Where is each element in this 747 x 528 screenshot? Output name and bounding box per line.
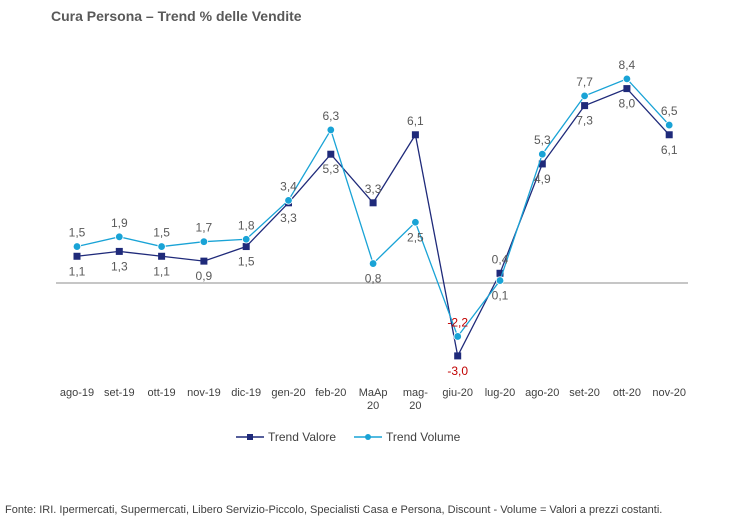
data-label-valore: 1,5	[238, 255, 255, 269]
data-label-valore: 0,9	[196, 269, 213, 283]
data-point-volume	[284, 196, 293, 205]
data-label-valore: 3,3	[280, 211, 297, 225]
x-tick-label: ago-20	[525, 387, 559, 399]
x-tick-label: dic-19	[231, 387, 261, 399]
data-label-valore: 0,4	[492, 252, 509, 266]
data-point-valore	[538, 160, 546, 168]
data-label-volume: 1,7	[196, 221, 213, 235]
x-tick-label: nov-19	[187, 387, 221, 399]
x-tick-label: lug-20	[485, 387, 516, 399]
data-point-valore	[73, 252, 81, 260]
data-point-volume	[495, 276, 505, 285]
chart-title: Cura Persona – Trend % delle Vendite	[51, 8, 302, 24]
data-point-volume	[157, 242, 166, 251]
data-label-volume: 0,8	[365, 272, 382, 286]
data-label-valore: 1,1	[153, 264, 170, 278]
data-label-valore: 1,1	[69, 264, 86, 278]
legend: Trend Valore Trend Volume	[236, 430, 460, 444]
data-point-volume	[326, 125, 335, 135]
series-line-valore	[76, 87, 670, 358]
data-label-volume: 8,4	[619, 58, 636, 72]
legend-label-volume: Trend Volume	[386, 430, 461, 444]
data-label-valore: 5,3	[322, 162, 339, 176]
legend-swatch-valore	[236, 434, 264, 440]
data-label-volume: 1,5	[153, 226, 170, 240]
data-point-valore	[581, 102, 589, 110]
x-tick-label: 20	[367, 400, 379, 412]
x-tick-label: nov-20	[652, 387, 686, 399]
x-tick-label: ott-19	[148, 387, 176, 399]
data-label-volume: 3,4	[280, 179, 297, 193]
data-label-volume: 1,9	[111, 216, 128, 230]
data-label-volume: 1,8	[238, 218, 255, 232]
source-footnote: Fonte: IRI. Ipermercati, Supermercati, L…	[5, 504, 663, 516]
data-label-valore: 7,3	[576, 114, 593, 128]
x-tick-label: set-20	[569, 387, 600, 399]
data-label-volume: 5,3	[534, 133, 551, 147]
data-point-volume	[115, 232, 124, 242]
data-label-valore: 4,9	[534, 172, 551, 186]
x-tick-label: feb-20	[315, 387, 346, 399]
data-point-valore	[200, 257, 208, 265]
legend-label-valore: Trend Valore	[268, 430, 337, 444]
x-tick-label: 20	[409, 400, 421, 412]
x-tick-label: set-19	[104, 387, 135, 399]
data-point-volume	[453, 332, 462, 341]
data-label-volume: 1,5	[69, 226, 86, 240]
x-tick-label: MaAp	[359, 387, 388, 399]
data-label-valore: 1,3	[111, 259, 128, 273]
data-point-valore	[411, 131, 419, 139]
legend-item-valore: Trend Valore	[236, 430, 336, 444]
data-label-valore: 3,3	[365, 182, 382, 196]
legend-swatch-volume	[354, 434, 383, 440]
data-point-valore	[242, 243, 250, 251]
data-point-valore	[454, 352, 462, 360]
data-label-volume: 2,5	[407, 230, 424, 244]
data-label-volume: -2,2	[447, 315, 468, 329]
data-point-valore	[327, 150, 335, 158]
x-tick-label: ago-19	[60, 387, 94, 399]
data-label-volume: 7,7	[576, 75, 593, 89]
data-point-volume	[199, 237, 209, 246]
data-point-volume	[72, 242, 82, 251]
x-tick-label: mag-	[403, 387, 428, 399]
data-point-valore	[115, 247, 123, 255]
x-tick-label: giu-20	[442, 387, 473, 399]
legend-item-volume: Trend Volume	[354, 430, 460, 444]
data-label-valore: 6,1	[407, 114, 424, 128]
data-label-valore: 8,0	[619, 97, 636, 111]
x-tick-label: gen-20	[271, 387, 305, 399]
data-point-valore	[369, 199, 377, 207]
data-point-valore	[665, 131, 673, 139]
data-label-valore: -3,0	[447, 364, 468, 378]
data-label-valore: 6,1	[661, 143, 678, 157]
data-point-volume	[368, 259, 378, 268]
data-point-volume	[411, 218, 420, 227]
data-point-valore	[496, 269, 504, 277]
data-point-valore	[158, 252, 166, 260]
data-point-valore	[623, 85, 631, 93]
data-label-volume: 0,1	[492, 289, 509, 303]
data-point-volume	[538, 150, 547, 159]
data-point-volume	[241, 235, 251, 244]
data-label-volume: 6,3	[322, 109, 339, 123]
data-point-volume	[622, 74, 632, 84]
x-tick-label: ott-20	[613, 387, 641, 399]
data-point-volume	[665, 120, 674, 130]
data-point-volume	[580, 91, 589, 101]
data-label-volume: 6,5	[661, 104, 678, 118]
line-chart: ago-19 set-19 ott-19 nov-19 dic-19 gen-20 feb-…	[56, 58, 688, 412]
